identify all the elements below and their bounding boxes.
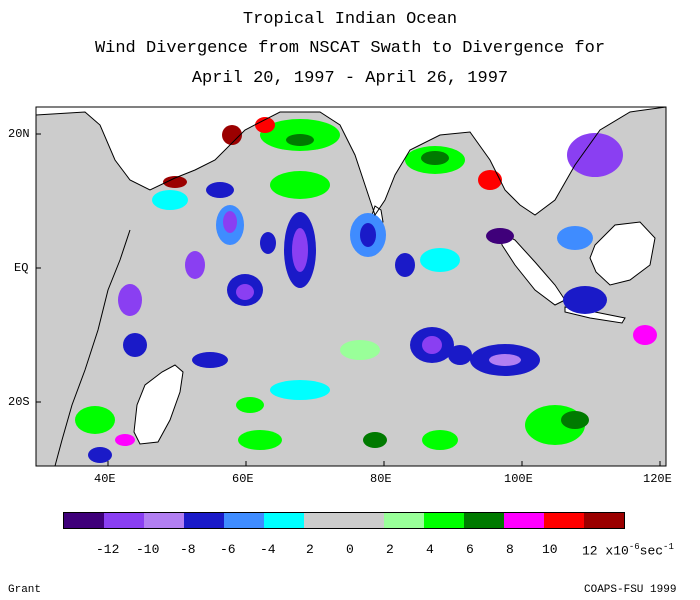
units-exponent: -6: [628, 542, 640, 552]
colorbar-label: 8: [506, 542, 514, 557]
colorbar-label: -6: [220, 542, 236, 557]
axis-ticks: [36, 133, 661, 466]
colorbar-swatch: [504, 513, 544, 528]
title-line-2: Wind Divergence from NSCAT Swath to Dive…: [94, 39, 606, 58]
colorbar-swatch: [584, 513, 624, 528]
coastline: [36, 107, 666, 217]
colorbar-label: 4: [426, 542, 434, 557]
colorbar-label: -8: [180, 542, 196, 557]
colorbar-label: 2: [386, 542, 394, 557]
colorbar-swatch: [104, 513, 144, 528]
map-layer: [36, 107, 666, 466]
colorbar-swatch: [184, 513, 224, 528]
x-tick-120e: 120E: [643, 472, 672, 486]
x-tick-40e: 40E: [94, 472, 116, 486]
colorbar-label: -4: [260, 542, 276, 557]
footer-credit: COAPS-FSU 1999: [584, 584, 677, 596]
colorbar-label-12: 12: [582, 543, 598, 559]
colorbar-swatch: [304, 513, 344, 528]
colorbar-label: -12: [96, 542, 120, 557]
colorbar-label: -10: [136, 542, 160, 557]
africa-east-coast: [54, 229, 131, 466]
colorbar-swatch: [384, 513, 424, 528]
colorbar-label: 6: [466, 542, 474, 557]
borneo-land: [589, 221, 656, 286]
x-tick-100e: 100E: [504, 472, 533, 486]
title-line-1: Tropical Indian Ocean: [242, 10, 458, 29]
colorbar-swatch: [424, 513, 464, 528]
ocean-area: [36, 107, 666, 466]
colorbar-swatch: [144, 513, 184, 528]
colorbar-swatch: [224, 513, 264, 528]
colorbar-swatch: [544, 513, 584, 528]
madagascar-land: [133, 364, 184, 445]
divergence-contours: [75, 117, 657, 463]
colorbar-units: 12 x10-6sec-1: [582, 542, 674, 558]
colorbar-label: 10: [542, 542, 558, 557]
colorbar-label: 2: [306, 542, 314, 557]
x-tick-60e: 60E: [232, 472, 254, 486]
plot-frame: [35, 106, 667, 467]
colorbar-swatch: [464, 513, 504, 528]
colorbar-swatch: [64, 513, 104, 528]
y-tick-eq: EQ: [14, 261, 29, 275]
units-tail: sec: [639, 543, 664, 559]
footer-author: Grant: [8, 584, 42, 596]
units-tail-exponent: -1: [663, 542, 674, 552]
divergence-map: [35, 106, 667, 467]
sumatra-land: [499, 231, 566, 306]
y-tick-20n: 20N: [8, 127, 30, 141]
colorbar: [63, 512, 625, 529]
colorbar-swatch: [344, 513, 384, 528]
title-line-3: April 20, 1997 - April 26, 1997: [191, 69, 509, 88]
colorbar-swatch: [264, 513, 304, 528]
x-tick-80e: 80E: [370, 472, 392, 486]
units-text: x10: [605, 543, 629, 559]
colorbar-label: 0: [346, 542, 354, 557]
y-tick-20s: 20S: [8, 395, 30, 409]
